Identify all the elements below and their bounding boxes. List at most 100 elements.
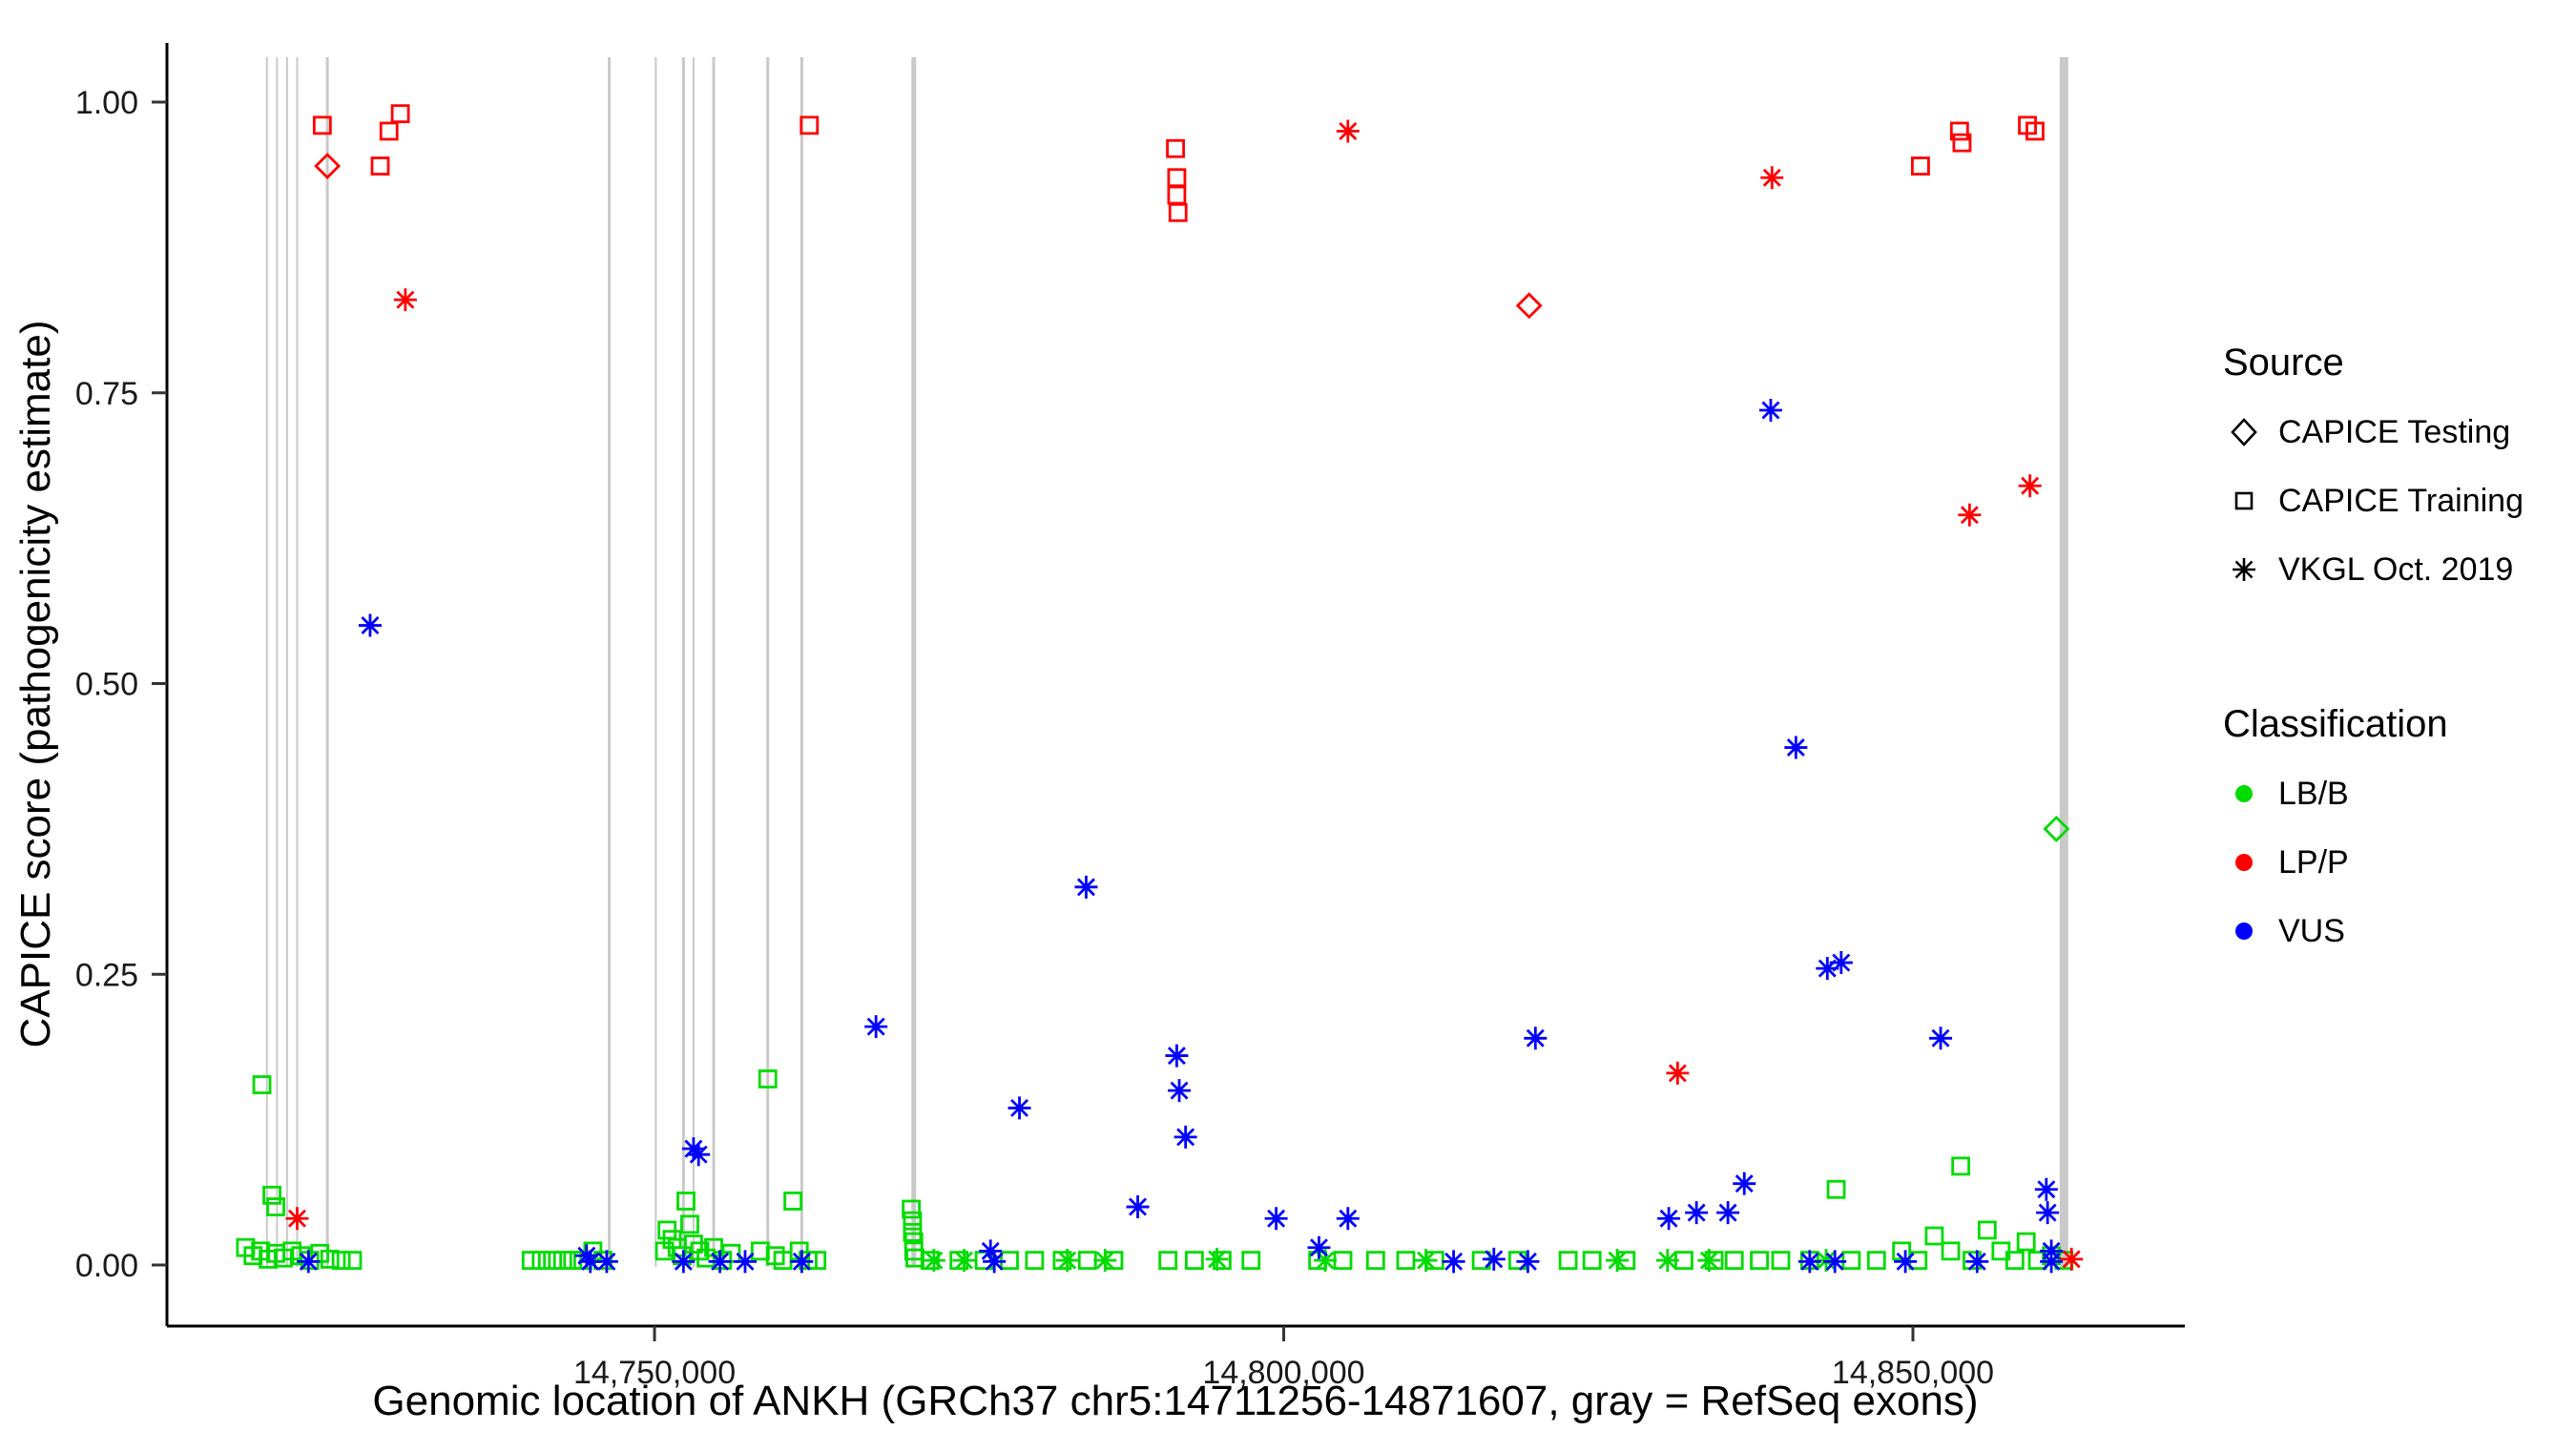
data-point bbox=[1184, 1251, 1204, 1271]
series-training-lpp bbox=[312, 104, 2045, 222]
data-point bbox=[1365, 1251, 1385, 1271]
data-point bbox=[1241, 1251, 1261, 1271]
data-point bbox=[531, 1251, 551, 1271]
data-point bbox=[1952, 133, 1972, 153]
data-point bbox=[790, 1250, 814, 1274]
data-point bbox=[1666, 1061, 1690, 1085]
data-point bbox=[1784, 736, 1808, 759]
legend-item-label: VKGL Oct. 2019 bbox=[2278, 550, 2514, 588]
y-tick-label: 0.75 bbox=[75, 376, 138, 412]
data-point bbox=[1307, 1235, 1331, 1259]
data-point bbox=[1336, 1207, 1360, 1231]
data-point bbox=[1264, 1207, 1288, 1231]
data-point bbox=[379, 121, 399, 141]
data-point bbox=[1771, 1251, 1791, 1271]
data-point bbox=[1657, 1207, 1681, 1231]
data-point bbox=[983, 1250, 1007, 1274]
y-tick-label: 1.00 bbox=[75, 85, 138, 121]
data-point bbox=[1074, 875, 1098, 899]
data-point bbox=[1396, 1251, 1416, 1271]
data-point bbox=[1126, 1195, 1150, 1219]
data-point bbox=[2025, 121, 2045, 141]
data-point bbox=[1482, 1247, 1506, 1271]
data-point bbox=[285, 1207, 309, 1231]
series-training-lbb bbox=[236, 1069, 2074, 1271]
data-point bbox=[578, 1250, 602, 1274]
data-point bbox=[1797, 1250, 1821, 1274]
data-point bbox=[1158, 1251, 1178, 1271]
data-point bbox=[262, 1185, 281, 1205]
data-point bbox=[922, 1249, 945, 1273]
data-point bbox=[312, 115, 332, 135]
data-point bbox=[358, 613, 382, 637]
data-point bbox=[676, 1192, 696, 1211]
data-point bbox=[1829, 951, 1853, 975]
data-point bbox=[343, 1251, 363, 1271]
data-point bbox=[1174, 1125, 1197, 1149]
blue-dot-icon bbox=[2235, 923, 2253, 940]
green-dot-icon bbox=[2235, 785, 2253, 802]
legend-classification-title: Classification bbox=[2223, 703, 2448, 745]
asterisk-icon bbox=[2233, 558, 2255, 581]
x-axis-title: Genomic location of ANKH (GRCh37 chr5:14… bbox=[372, 1378, 1978, 1424]
data-point bbox=[1582, 1251, 1602, 1271]
data-point bbox=[1442, 1250, 1465, 1274]
data-point bbox=[574, 1244, 598, 1268]
y-tick-label: 0.25 bbox=[75, 957, 138, 993]
data-point bbox=[1055, 1249, 1079, 1273]
data-point bbox=[1515, 292, 1543, 320]
series-vkgl-vus bbox=[297, 399, 2064, 1274]
legend-source-title: Source bbox=[2223, 342, 2344, 384]
data-point bbox=[390, 104, 410, 124]
data-point bbox=[952, 1249, 976, 1273]
legend-item-label: VUS bbox=[2278, 912, 2345, 949]
series-vkgl-lbb bbox=[922, 1247, 1838, 1273]
data-point bbox=[1924, 1226, 1944, 1246]
data-point bbox=[2043, 815, 2070, 842]
data-point bbox=[1093, 1249, 1117, 1273]
legend-item-label: LP/P bbox=[2278, 843, 2349, 881]
legend-item-label: CAPICE Training bbox=[2278, 482, 2524, 519]
data-point bbox=[1524, 1027, 1548, 1050]
data-point bbox=[1008, 1096, 1031, 1120]
data-point bbox=[521, 1251, 541, 1271]
data-point bbox=[1655, 1249, 1679, 1273]
data-point bbox=[783, 1192, 803, 1211]
data-point bbox=[1949, 121, 1969, 141]
data-point bbox=[1894, 1250, 1918, 1274]
data-point bbox=[2005, 1251, 2025, 1271]
data-point bbox=[2036, 1201, 2060, 1225]
data-point bbox=[1558, 1251, 1578, 1271]
data-point bbox=[1941, 1241, 1961, 1261]
data-point bbox=[680, 1214, 699, 1234]
legend-item-vkgl: VKGL Oct. 2019 bbox=[2223, 535, 2566, 604]
data-point bbox=[2060, 1247, 2084, 1271]
data-point bbox=[1166, 138, 1185, 158]
series-vkgl-lpp bbox=[285, 119, 2084, 1271]
data-point bbox=[320, 1250, 340, 1269]
data-point bbox=[331, 1251, 351, 1271]
data-point bbox=[1760, 166, 1784, 190]
data-point bbox=[864, 1015, 888, 1039]
data-point bbox=[1977, 1220, 1997, 1240]
data-point bbox=[1965, 1250, 1989, 1274]
data-point bbox=[2016, 1232, 2036, 1252]
data-point bbox=[672, 1250, 696, 1274]
data-point bbox=[1025, 1251, 1045, 1271]
legend-item-vus: VUS bbox=[2223, 897, 2566, 965]
data-point bbox=[1168, 1079, 1192, 1103]
x-tick-label: 14,800,000 bbox=[1202, 1355, 1364, 1391]
data-point bbox=[758, 1069, 778, 1089]
series-testing-lbb bbox=[2043, 815, 2070, 842]
data-point bbox=[708, 1250, 732, 1274]
data-point bbox=[1167, 168, 1187, 188]
data-point bbox=[552, 1251, 572, 1271]
legend-item-lpp: LP/P bbox=[2223, 828, 2566, 897]
data-point bbox=[1733, 1172, 1756, 1195]
data-point bbox=[903, 1211, 923, 1231]
data-point bbox=[1333, 1251, 1353, 1271]
data-point bbox=[1951, 1156, 1971, 1176]
data-point bbox=[902, 1199, 921, 1219]
